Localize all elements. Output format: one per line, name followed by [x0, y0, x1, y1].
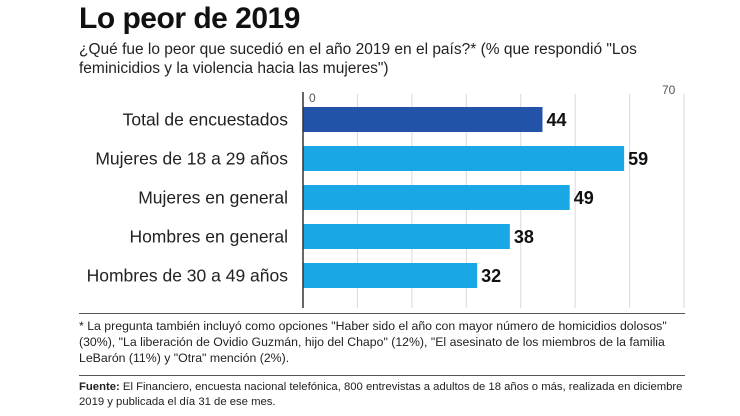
bar	[303, 263, 478, 288]
source-text: El Financiero, encuesta nacional telefón…	[79, 381, 683, 408]
divider-top	[79, 313, 685, 314]
bar-chart: 0 70 Total de encuestados 44 Mujeres de 18 a…	[87, 83, 685, 308]
chart-title: Lo peor de 2019	[79, 2, 300, 35]
bar	[303, 224, 510, 249]
chart-subtitle: ¿Qué fue lo peor que sucedió en el año 2…	[79, 41, 637, 77]
bar	[303, 146, 625, 171]
source-note: Fuente: El Financiero, encuesta nacional…	[79, 380, 684, 410]
value-label: 49	[574, 188, 594, 208]
category-label: Total de encuestados	[123, 110, 289, 130]
category-label: Hombres de 30 a 49 años	[87, 266, 289, 286]
tick-label-max: 70	[662, 83, 676, 97]
source-label: Fuente:	[79, 381, 120, 393]
footnote: * La pregunta también incluyó como opcio…	[79, 319, 667, 365]
bar	[303, 185, 570, 210]
bar	[303, 107, 543, 132]
category-label: Hombres en general	[129, 227, 288, 247]
value-label: 38	[514, 227, 534, 247]
value-label: 32	[481, 266, 501, 286]
category-label: Mujeres de 18 a 29 años	[95, 149, 288, 169]
value-label: 59	[628, 149, 648, 169]
divider-bottom	[79, 375, 685, 376]
category-label: Mujeres en general	[138, 188, 288, 208]
value-label: 44	[546, 110, 566, 130]
tick-label-min: 0	[309, 91, 316, 105]
